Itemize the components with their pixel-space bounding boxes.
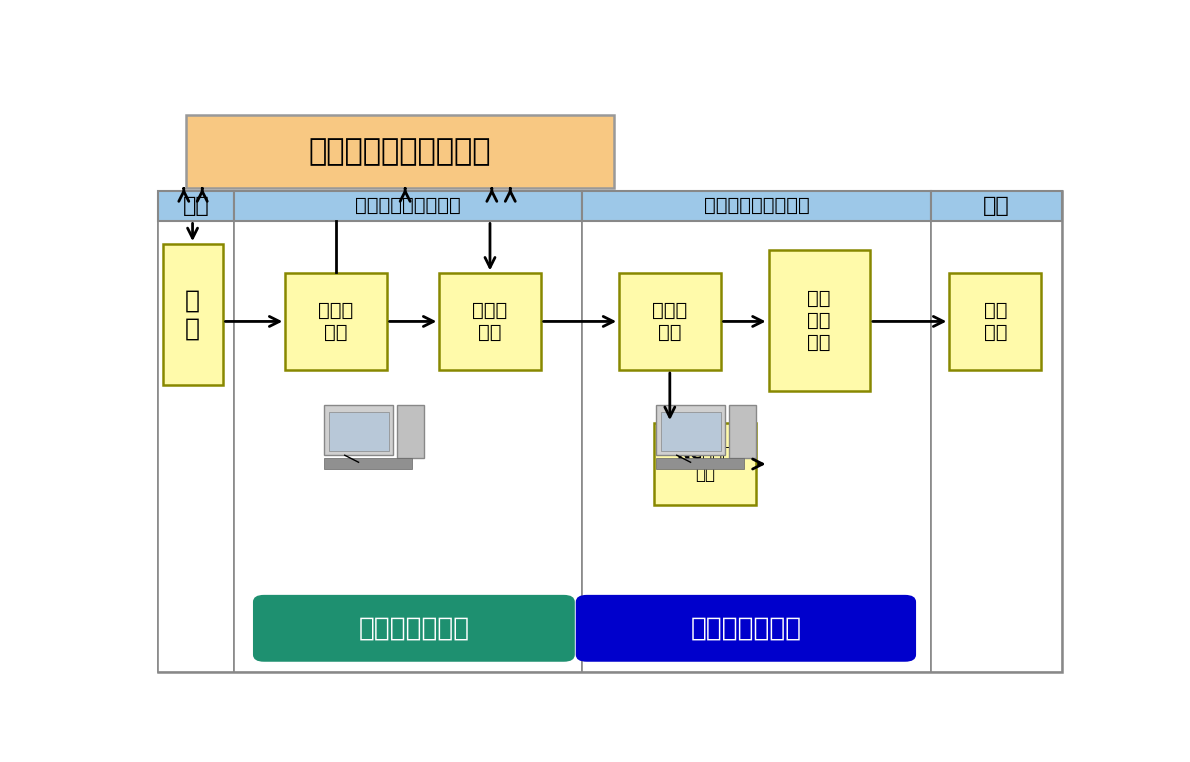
Text: 受
注: 受 注 — [186, 289, 200, 341]
FancyBboxPatch shape — [439, 274, 540, 370]
FancyBboxPatch shape — [233, 220, 582, 672]
FancyBboxPatch shape — [233, 191, 582, 220]
FancyBboxPatch shape — [324, 405, 393, 455]
FancyBboxPatch shape — [186, 115, 614, 188]
FancyBboxPatch shape — [931, 220, 1061, 672]
Text: 工作図
作成: 工作図 作成 — [652, 301, 688, 342]
Text: 施工図
作成: 施工図 作成 — [319, 301, 353, 342]
FancyBboxPatch shape — [328, 412, 388, 450]
FancyBboxPatch shape — [656, 405, 725, 455]
Text: 施工図システム: 施工図システム — [358, 615, 470, 642]
FancyBboxPatch shape — [576, 595, 916, 661]
Text: 設計部門（施工図）: 設計部門（施工図） — [355, 197, 461, 216]
Text: 部品
製作
組立: 部品 製作 組立 — [808, 289, 831, 352]
FancyBboxPatch shape — [324, 458, 412, 469]
Text: 施工図
修正: 施工図 修正 — [472, 301, 508, 342]
Text: 搬入
工事: 搬入 工事 — [984, 301, 1007, 342]
FancyBboxPatch shape — [163, 244, 223, 385]
FancyBboxPatch shape — [769, 250, 870, 391]
FancyBboxPatch shape — [728, 405, 757, 458]
FancyBboxPatch shape — [582, 191, 931, 220]
Text: 工作図システム: 工作図システム — [690, 615, 802, 642]
Text: 工事: 工事 — [983, 196, 1009, 216]
FancyBboxPatch shape — [286, 274, 387, 370]
Text: 工場（工作・組立）: 工場（工作・組立） — [703, 197, 809, 216]
FancyBboxPatch shape — [656, 458, 744, 469]
FancyBboxPatch shape — [582, 220, 931, 672]
FancyBboxPatch shape — [619, 274, 721, 370]
FancyBboxPatch shape — [396, 405, 425, 458]
FancyBboxPatch shape — [158, 220, 233, 672]
Text: 営業: 営業 — [182, 196, 209, 216]
FancyBboxPatch shape — [253, 595, 575, 661]
Text: NCデータ
作成: NCデータ 作成 — [677, 444, 733, 483]
FancyBboxPatch shape — [660, 412, 720, 450]
FancyBboxPatch shape — [931, 191, 1061, 220]
FancyBboxPatch shape — [158, 191, 1061, 672]
Text: 設計事務所／ゼネコン: 設計事務所／ゼネコン — [309, 137, 491, 166]
FancyBboxPatch shape — [158, 191, 233, 220]
FancyBboxPatch shape — [654, 423, 756, 505]
FancyBboxPatch shape — [950, 274, 1041, 370]
